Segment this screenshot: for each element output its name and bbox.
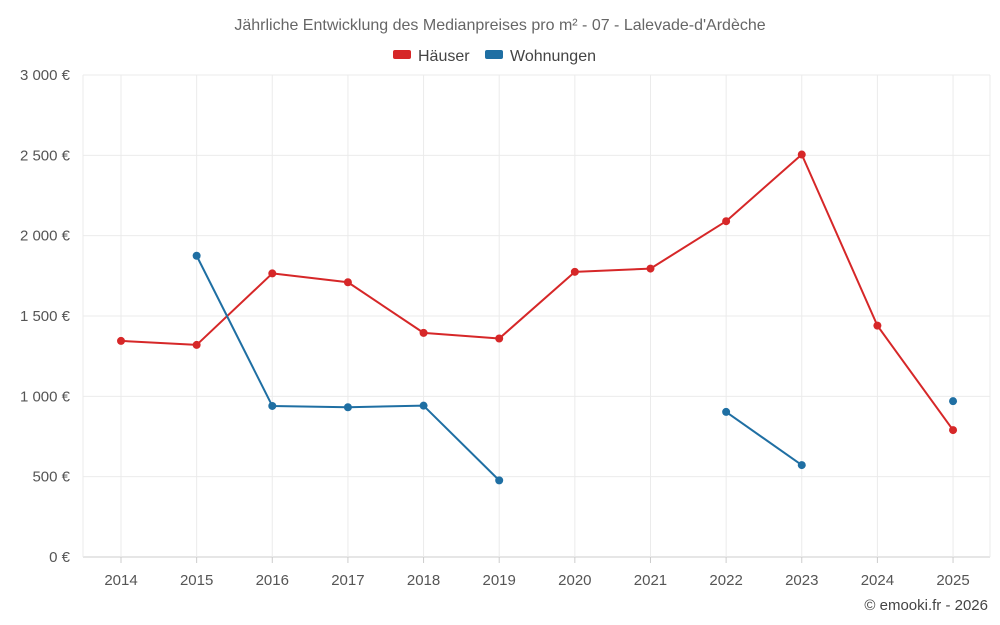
series-line-haeuser [120,153,954,431]
data-point-haeuser[interactable] [797,150,806,159]
data-point-haeuser[interactable] [343,278,352,287]
x-tick-label: 2019 [483,572,516,589]
legend-item-wohnungen[interactable]: Wohnungen [485,48,596,65]
data-point-haeuser[interactable] [722,217,731,226]
data-point-wohnungen[interactable] [949,397,958,406]
x-axis-ticks: 2014 2015 2016 2017 2018 2019 2020 2021 2022 2023… [104,557,970,589]
y-tick-label: 1 500 € [20,308,71,325]
y-tick-label: 2 500 € [20,147,71,164]
data-point-haeuser[interactable] [192,340,201,349]
data-point-haeuser[interactable] [873,321,882,330]
data-point-haeuser[interactable] [495,334,504,343]
data-point-wohnungen[interactable] [343,403,352,412]
y-tick-label: 500 € [32,469,70,486]
x-tick-label: 2025 [936,572,969,589]
data-point-wohnungen[interactable] [268,401,277,410]
data-point-haeuser[interactable] [949,426,958,435]
series-points [117,150,958,485]
x-tick-label: 2017 [331,572,364,589]
x-tick-label: 2018 [407,572,440,589]
credit-text: © emooki.fr - 2026 [864,597,988,614]
legend-label-wohnungen: Wohnungen [510,48,596,65]
x-tick-label: 2023 [785,572,818,589]
chart-title: Jährliche Entwicklung des Medianpreises … [234,17,765,34]
legend-swatch-haeuser [393,50,411,59]
data-point-wohnungen[interactable] [722,407,731,416]
x-tick-label: 2015 [180,572,213,589]
legend-item-haeuser[interactable]: Häuser [393,48,470,65]
data-point-wohnungen[interactable] [192,251,201,260]
x-tick-label: 2014 [104,572,137,589]
y-tick-label: 1 000 € [20,388,71,405]
y-tick-label: 2 000 € [20,228,71,245]
x-tick-label: 2024 [861,572,894,589]
data-point-wohnungen[interactable] [419,401,428,410]
legend-label-haeuser: Häuser [418,48,470,65]
data-point-haeuser[interactable] [117,336,125,345]
data-point-haeuser[interactable] [570,267,579,276]
series-line-wohnungen [725,411,803,466]
grid [82,74,991,558]
legend-swatch-wohnungen [485,50,503,59]
x-tick-label: 2021 [634,572,667,589]
data-point-haeuser[interactable] [646,264,655,273]
legend: Häuser Wohnungen [393,48,596,65]
x-tick-label: 2022 [709,572,742,589]
x-tick-label: 2020 [558,572,591,589]
y-axis-ticks: 0 € 500 € 1 000 € 1 500 € 2 000 € 2 500 € 3 00… [20,67,71,566]
y-tick-label: 0 € [49,549,71,566]
data-point-haeuser[interactable] [419,328,428,337]
x-tick-label: 2016 [256,572,289,589]
series-lines [120,153,954,482]
data-point-wohnungen[interactable] [495,476,504,485]
data-point-wohnungen[interactable] [797,461,806,470]
data-point-haeuser[interactable] [268,269,277,278]
y-tick-label: 3 000 € [20,67,71,84]
